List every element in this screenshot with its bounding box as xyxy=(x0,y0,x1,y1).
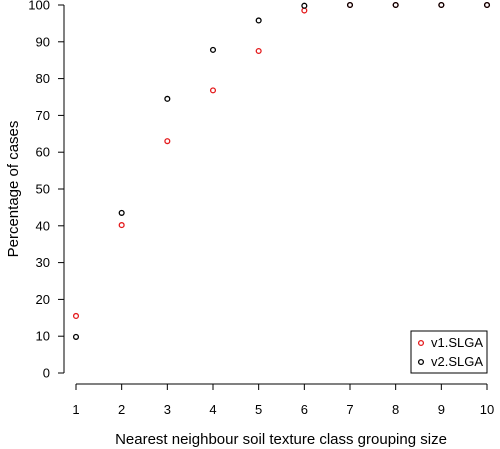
x-ticks: 1 2 3 4 5 6 7 8 9 10 xyxy=(72,384,494,417)
legend: v1.SLGA v2.SLGA xyxy=(410,330,488,374)
legend-box xyxy=(410,330,488,374)
y-tick-label: 70 xyxy=(36,108,50,123)
y-tick-label: 90 xyxy=(36,34,50,49)
x-tick-label: 10 xyxy=(480,402,494,417)
y-tick-label: 80 xyxy=(36,71,50,86)
y-tick-label: 60 xyxy=(36,145,50,160)
x-axis-label: Nearest neighbour soil texture class gro… xyxy=(115,431,447,448)
x-tick-label: 3 xyxy=(164,402,171,417)
point-v1-slga-1 xyxy=(72,312,80,320)
x-tick-label: 1 xyxy=(72,402,79,417)
y-tick-label: 100 xyxy=(28,0,50,13)
point-v2-slga-5 xyxy=(255,17,262,24)
y-axis-label: Percentage of cases xyxy=(5,121,22,258)
y-ticks: 0 10 20 30 40 50 60 70 80 90 100 xyxy=(28,0,64,381)
point-v1-slga-6 xyxy=(301,7,308,14)
y-tick-label: 10 xyxy=(36,329,50,344)
point-v2-slga-3 xyxy=(164,95,171,102)
legend-marker-v1 xyxy=(417,339,425,347)
point-v2-slga-4 xyxy=(209,46,217,53)
point-v2-slga-8 xyxy=(392,1,399,9)
point-v1-slga-2 xyxy=(118,222,125,229)
y-tick-label: 20 xyxy=(36,292,50,307)
y-tick-label: 30 xyxy=(36,255,50,270)
x-tick-label: 8 xyxy=(392,402,399,417)
point-v2-slga-6 xyxy=(301,2,308,9)
point-v2-slga-10 xyxy=(483,1,491,9)
legend-label-v1: v1.SLGA xyxy=(431,335,483,350)
x-tick-label: 9 xyxy=(438,402,445,417)
y-tick-label: 0 xyxy=(43,366,50,381)
point-v1-slga-4 xyxy=(209,87,217,94)
point-v1-slga-3 xyxy=(164,138,171,145)
data-points xyxy=(72,1,491,340)
point-v2-slga-7 xyxy=(346,1,354,9)
x-tick-label: 7 xyxy=(346,402,353,417)
y-tick-label: 40 xyxy=(36,218,50,233)
x-tick-label: 6 xyxy=(301,402,308,417)
x-tick-label: 5 xyxy=(255,402,262,417)
x-tick-label: 2 xyxy=(118,402,125,417)
x-tick-label: 4 xyxy=(209,402,216,417)
point-v2-slga-1 xyxy=(72,333,80,340)
point-v2-slga-9 xyxy=(438,1,445,9)
point-v2-slga-2 xyxy=(118,209,125,216)
point-v1-slga-5 xyxy=(255,47,262,55)
legend-marker-v2 xyxy=(417,358,425,366)
legend-label-v2: v2.SLGA xyxy=(431,354,483,369)
y-tick-label: 50 xyxy=(36,182,50,197)
